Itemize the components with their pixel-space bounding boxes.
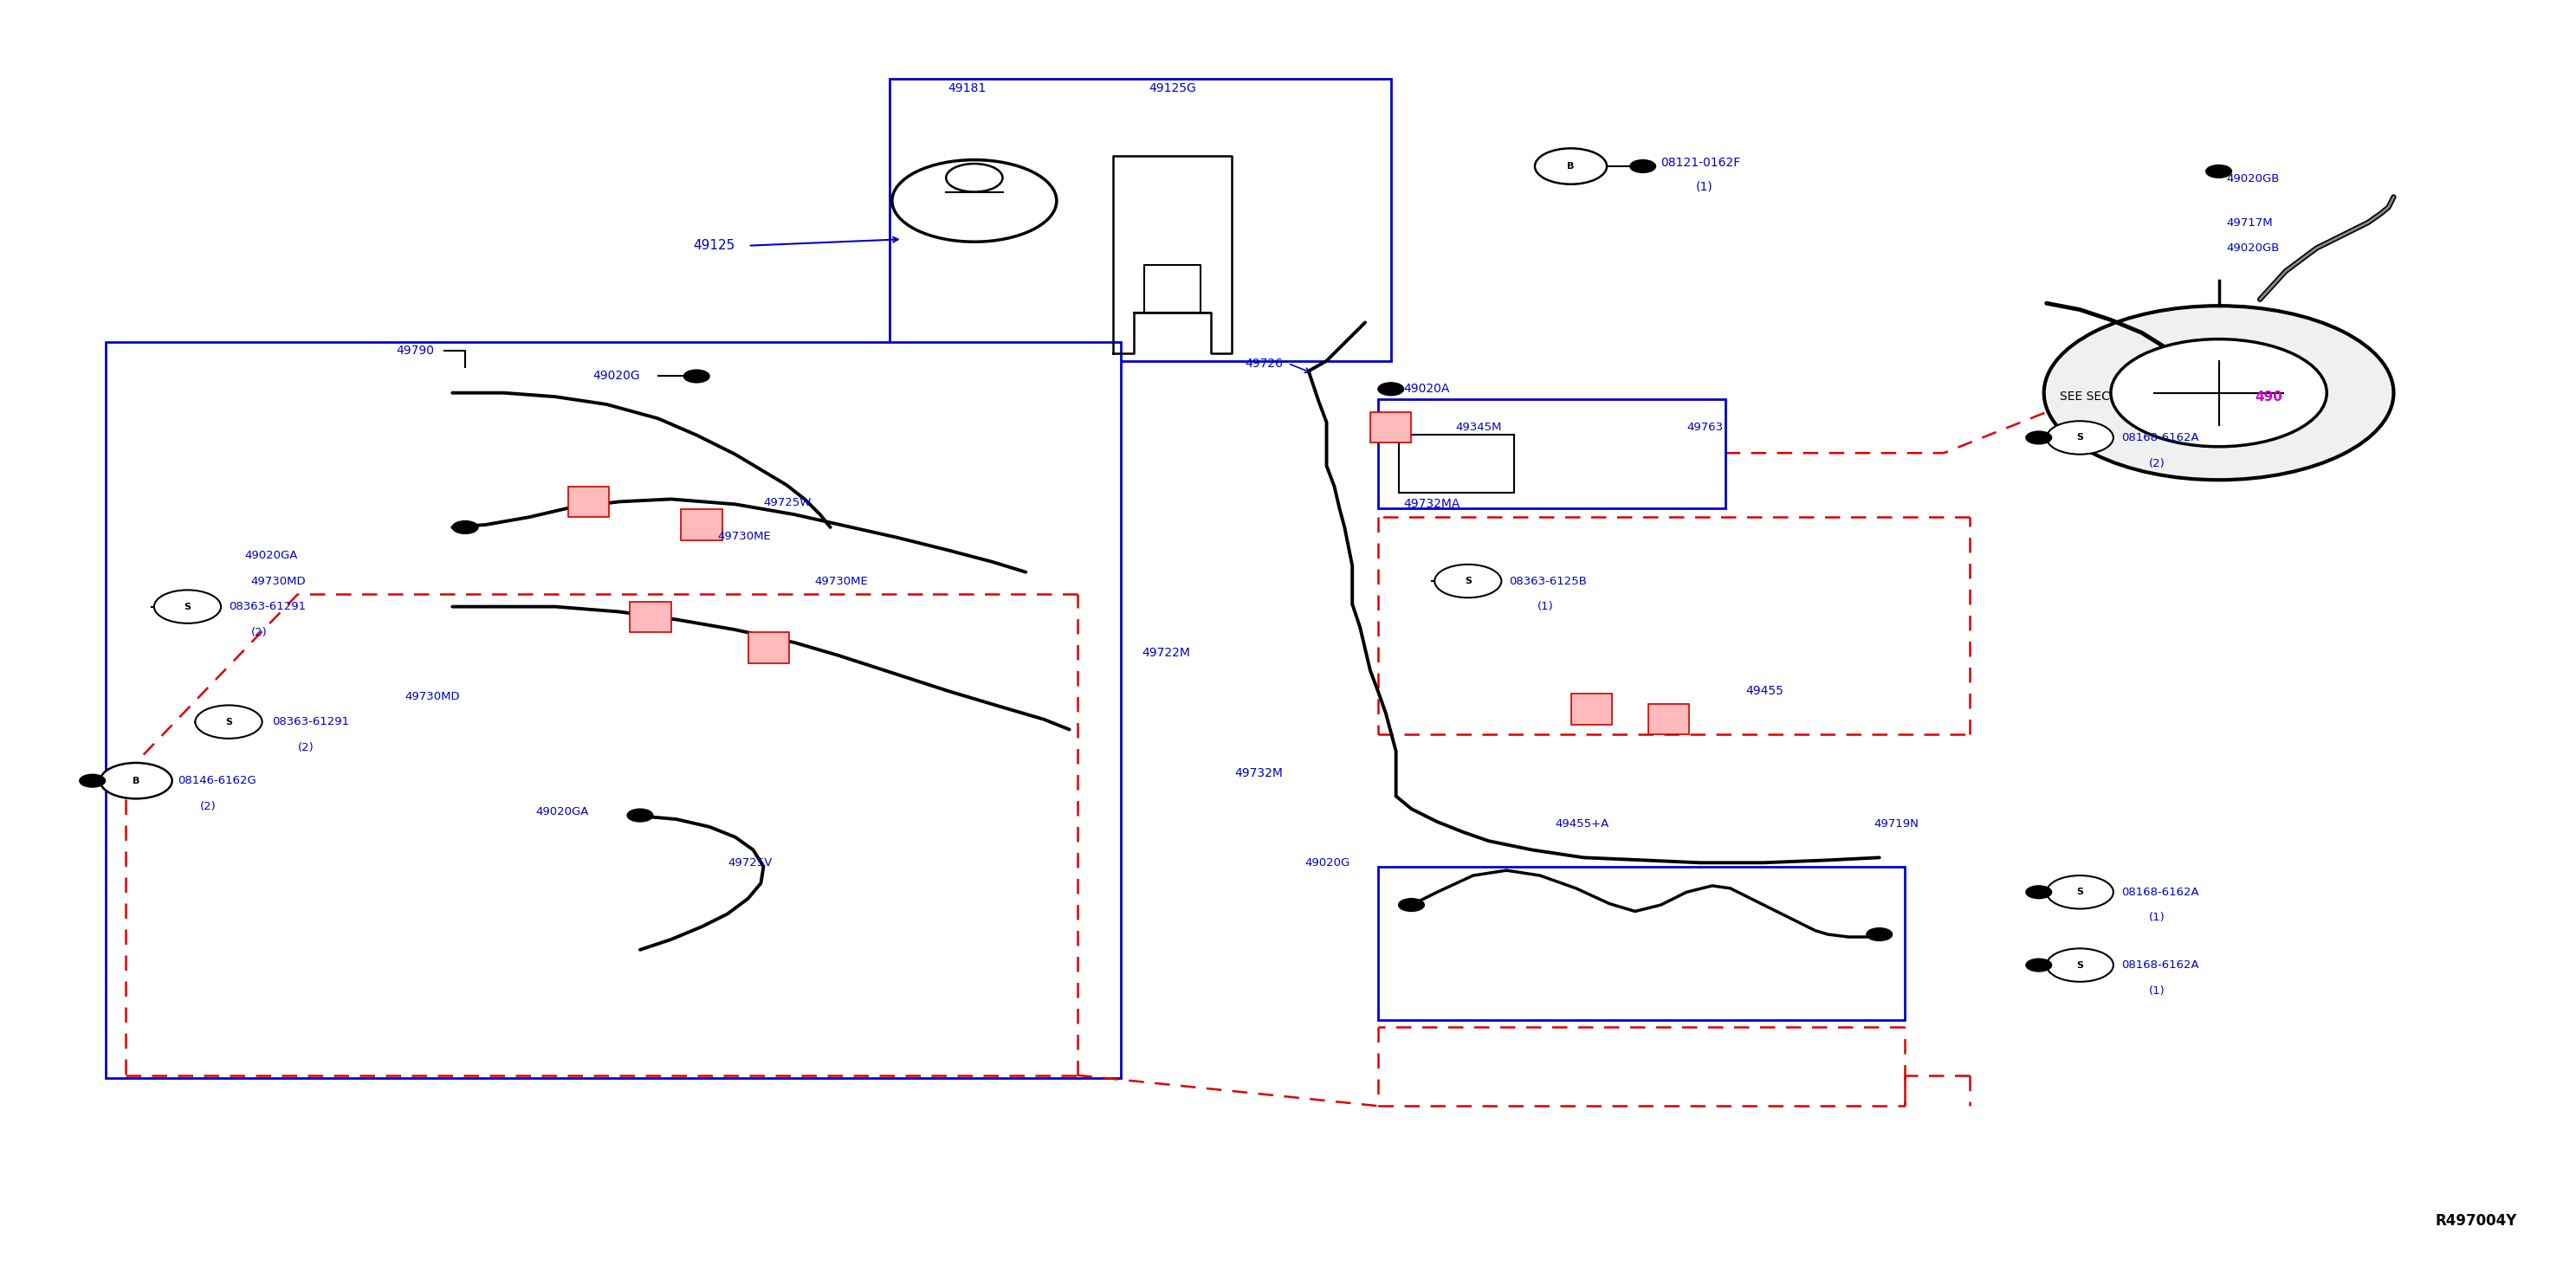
- Circle shape: [1631, 159, 1656, 172]
- Text: (1): (1): [2148, 986, 2166, 996]
- Text: SEE SEC.: SEE SEC.: [2058, 391, 2112, 402]
- Circle shape: [155, 590, 222, 623]
- Text: 49020GB: 49020GB: [2226, 173, 2280, 185]
- Text: (2): (2): [252, 627, 268, 637]
- FancyBboxPatch shape: [889, 80, 1391, 361]
- Text: 49181: 49181: [948, 82, 987, 95]
- Circle shape: [1868, 928, 1893, 941]
- Text: 49020A: 49020A: [1404, 383, 1450, 394]
- FancyBboxPatch shape: [106, 342, 1121, 1078]
- Text: 49717M: 49717M: [2226, 217, 2272, 229]
- Text: (2): (2): [2148, 457, 2166, 469]
- Circle shape: [1535, 148, 1607, 184]
- Text: 49725V: 49725V: [726, 857, 773, 869]
- Circle shape: [80, 775, 106, 788]
- Text: 49730MD: 49730MD: [404, 690, 461, 702]
- Text: 08168-6162A: 08168-6162A: [2120, 887, 2200, 898]
- Text: S: S: [2076, 961, 2084, 969]
- Text: 49730MD: 49730MD: [250, 576, 307, 587]
- Circle shape: [1378, 383, 1404, 396]
- Text: S: S: [2076, 888, 2084, 897]
- Text: 49730ME: 49730ME: [716, 531, 770, 542]
- Text: 08168-6162A: 08168-6162A: [2120, 960, 2200, 970]
- Text: 49020G: 49020G: [592, 370, 639, 382]
- Bar: [1571, 694, 1613, 725]
- Circle shape: [2045, 421, 2112, 455]
- FancyBboxPatch shape: [1399, 436, 1515, 492]
- Circle shape: [2110, 339, 2326, 447]
- Text: 49020GA: 49020GA: [536, 806, 590, 817]
- Text: 08363-61291: 08363-61291: [229, 601, 307, 612]
- Circle shape: [2045, 875, 2112, 908]
- Text: (1): (1): [1695, 181, 1713, 193]
- Text: R497004Y: R497004Y: [2434, 1213, 2517, 1228]
- Circle shape: [1399, 898, 1425, 911]
- Bar: [1649, 704, 1690, 735]
- Circle shape: [683, 370, 708, 383]
- Text: 49732M: 49732M: [1234, 767, 1283, 779]
- Text: 490: 490: [2254, 391, 2282, 403]
- Text: 08363-6125B: 08363-6125B: [1510, 576, 1587, 587]
- Text: S: S: [224, 717, 232, 726]
- Text: 49020GA: 49020GA: [245, 550, 299, 562]
- Text: 49763: 49763: [1687, 421, 1723, 433]
- Circle shape: [2045, 948, 2112, 982]
- Text: 49455: 49455: [1747, 685, 1783, 698]
- Text: S: S: [1466, 577, 1471, 586]
- Circle shape: [2043, 306, 2393, 479]
- Circle shape: [1435, 564, 1502, 598]
- Bar: [569, 486, 608, 517]
- Text: 49020GB: 49020GB: [2226, 243, 2280, 254]
- Text: 49790: 49790: [397, 344, 435, 357]
- Circle shape: [2025, 959, 2050, 971]
- Text: (2): (2): [201, 801, 216, 812]
- Text: 49020G: 49020G: [1303, 857, 1350, 869]
- Text: 49455+A: 49455+A: [1556, 819, 1610, 830]
- Circle shape: [626, 810, 652, 821]
- Text: 08168-6162A: 08168-6162A: [2120, 432, 2200, 443]
- Text: B: B: [131, 776, 139, 785]
- Circle shape: [100, 763, 173, 799]
- Text: (1): (1): [2148, 912, 2166, 924]
- Text: S: S: [2076, 433, 2084, 442]
- Circle shape: [2025, 432, 2050, 445]
- Text: 08146-6162G: 08146-6162G: [178, 775, 255, 786]
- Text: (1): (1): [1538, 601, 1553, 612]
- Text: 49725W: 49725W: [762, 497, 811, 509]
- Circle shape: [453, 520, 479, 533]
- Text: 49345M: 49345M: [1455, 421, 1502, 433]
- Bar: [747, 632, 788, 663]
- Text: 08363-61291: 08363-61291: [273, 716, 350, 727]
- Text: 49730ME: 49730ME: [814, 576, 868, 587]
- Circle shape: [2025, 885, 2050, 898]
- FancyBboxPatch shape: [1378, 400, 1726, 508]
- Text: S: S: [183, 603, 191, 610]
- Text: 49125: 49125: [693, 239, 734, 252]
- FancyBboxPatch shape: [1378, 866, 1906, 1020]
- Text: 49722M: 49722M: [1141, 646, 1190, 659]
- Circle shape: [2205, 164, 2231, 177]
- Text: 49726: 49726: [1244, 357, 1283, 370]
- Bar: [629, 601, 670, 632]
- Bar: [1370, 412, 1412, 443]
- Text: (2): (2): [299, 741, 314, 753]
- Text: B: B: [1566, 162, 1574, 171]
- Text: 49719N: 49719N: [1875, 819, 1919, 830]
- Text: 08121-0162F: 08121-0162F: [1662, 157, 1741, 168]
- Circle shape: [196, 705, 263, 739]
- Text: 49125G: 49125G: [1149, 82, 1195, 95]
- Text: 49732MA: 49732MA: [1404, 499, 1461, 510]
- Bar: [680, 509, 721, 540]
